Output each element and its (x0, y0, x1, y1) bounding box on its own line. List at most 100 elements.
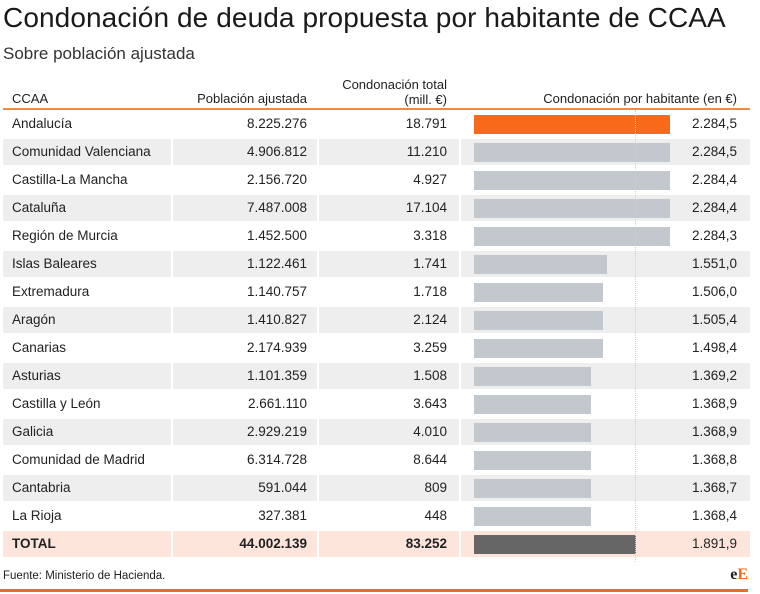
bar (474, 283, 604, 302)
cell-poblacion: 1.410.827 (246, 312, 307, 327)
cell-total: 3.318 (413, 228, 447, 243)
cell-habitante: 1.505,4 (691, 312, 737, 327)
bar (474, 311, 604, 330)
cell-poblacion: 4.906.812 (246, 144, 307, 159)
cell-poblacion: 1.101.359 (246, 368, 307, 383)
cell-background (3, 531, 171, 557)
cell-background (3, 363, 171, 389)
cell-total: 448 (424, 508, 447, 523)
cell-habitante: 2.284,4 (691, 172, 737, 187)
cell-ccaa: Castilla y León (12, 396, 101, 411)
cell-poblacion: 591.044 (258, 480, 307, 495)
cell-poblacion: 1.452.500 (246, 228, 307, 243)
table-row: Comunidad Valenciana 4.906.812 11.210 2.284… (3, 138, 750, 166)
cell-habitante: 1.368,8 (691, 452, 737, 467)
table-row: Cataluña 7.487.008 17.104 2.284,4 (3, 194, 750, 222)
bar (474, 451, 592, 470)
cell-background (3, 475, 171, 501)
column-header-habitante: Condonación por habitante (en €) (543, 91, 737, 106)
cell-habitante: 1.369,2 (691, 368, 737, 383)
bar (474, 227, 670, 246)
cell-ccaa: Comunidad de Madrid (12, 452, 145, 467)
footer-accent-line (0, 589, 748, 592)
bar (474, 143, 670, 162)
cell-habitante: 1.891,9 (691, 536, 737, 551)
cell-ccaa: Islas Baleares (12, 256, 97, 271)
cell-ccaa: Comunidad Valenciana (12, 144, 151, 159)
column-header-total-line2: (mill. €) (404, 92, 447, 107)
table-body: Andalucía 8.225.276 18.791 2.284,5 Comunidad… (3, 110, 750, 558)
cell-total: 18.791 (405, 116, 447, 131)
table-row: Extremadura 1.140.757 1.718 1.506,0 (3, 278, 750, 306)
table-row: Cantabria 591.044 809 1.368,7 (3, 474, 750, 502)
bar (474, 339, 603, 358)
cell-total: 3.643 (413, 396, 447, 411)
cell-poblacion: 327.381 (258, 508, 307, 523)
table-row: Comunidad de Madrid 6.314.728 8.644 1.368,8 (3, 446, 750, 474)
cell-background (319, 195, 459, 221)
table-row: Región de Murcia 1.452.500 3.318 2.284,3 (3, 222, 750, 250)
cell-background (3, 307, 171, 333)
cell-background (173, 363, 317, 389)
cell-ccaa: Galicia (12, 424, 54, 439)
cell-background (319, 307, 459, 333)
column-header-total-line1: Condonación total (342, 77, 447, 92)
cell-ccaa: Castilla-La Mancha (12, 172, 128, 187)
table-row: La Rioja 327.381 448 1.368,4 (3, 502, 750, 530)
cell-background (173, 139, 317, 165)
cell-ccaa: TOTAL (12, 536, 56, 551)
table-total-row: TOTAL 44.002.139 83.252 1.891,9 (3, 530, 750, 558)
cell-ccaa: Cataluña (12, 200, 67, 215)
bar (474, 171, 670, 190)
table-row: Islas Baleares 1.122.461 1.741 1.551,0 (3, 250, 750, 278)
cell-background (319, 419, 459, 445)
table-row: Canarias 2.174.939 3.259 1.498,4 (3, 334, 750, 362)
cell-ccaa: Extremadura (12, 284, 90, 299)
cell-background (3, 139, 171, 165)
cell-habitante: 2.284,5 (691, 116, 737, 131)
cell-background (3, 251, 171, 277)
table-row: Castilla y León 2.661.110 3.643 1.368,9 (3, 390, 750, 418)
cell-background (173, 419, 317, 445)
cell-total: 11.210 (406, 144, 447, 159)
cell-poblacion: 1.122.461 (246, 256, 307, 271)
column-header-ccaa: CCAA (12, 91, 49, 106)
cell-total: 4.010 (413, 424, 447, 439)
table-row: Galicia 2.929.219 4.010 1.368,9 (3, 418, 750, 446)
cell-total: 2.124 (413, 312, 447, 327)
cell-total: 1.741 (413, 256, 447, 271)
cell-total: 3.259 (413, 340, 447, 355)
cell-poblacion: 2.156.720 (246, 172, 307, 187)
cell-background (3, 195, 171, 221)
table-header: CCAA Población ajustada Condonación tota… (3, 74, 750, 110)
cell-ccaa: Región de Murcia (12, 228, 118, 243)
cell-habitante: 2.284,3 (691, 228, 737, 243)
bar (474, 423, 592, 442)
cell-habitante: 1.506,0 (691, 284, 737, 299)
cell-background (319, 531, 459, 557)
cell-total: 1.718 (413, 284, 447, 299)
cell-poblacion: 2.929.219 (246, 424, 307, 439)
cell-ccaa: Asturias (12, 368, 61, 383)
reference-gridline (635, 110, 636, 562)
bar (474, 395, 592, 414)
cell-ccaa: Canarias (12, 340, 67, 355)
bar (474, 507, 592, 526)
table-row: Andalucía 8.225.276 18.791 2.284,5 (3, 110, 750, 138)
logo-letter-e: e (730, 566, 738, 583)
cell-total: 809 (424, 480, 447, 495)
cell-total: 1.508 (413, 368, 447, 383)
bar (474, 199, 670, 218)
cell-total: 17.104 (405, 200, 447, 215)
cell-poblacion: 44.002.139 (239, 536, 307, 551)
table-row: Aragón 1.410.827 2.124 1.505,4 (3, 306, 750, 334)
cell-poblacion: 8.225.276 (246, 116, 307, 131)
page-title: Condonación de deuda propuesta por habit… (3, 2, 726, 33)
source-note: Fuente: Ministerio de Hacienda. (3, 570, 166, 582)
cell-habitante: 1.368,9 (691, 424, 737, 439)
cell-total: 83.252 (405, 536, 447, 551)
cell-habitante: 1.368,9 (691, 396, 737, 411)
cell-ccaa: La Rioja (12, 508, 62, 523)
cell-habitante: 2.284,5 (691, 144, 737, 159)
cell-poblacion: 1.140.757 (246, 284, 307, 299)
